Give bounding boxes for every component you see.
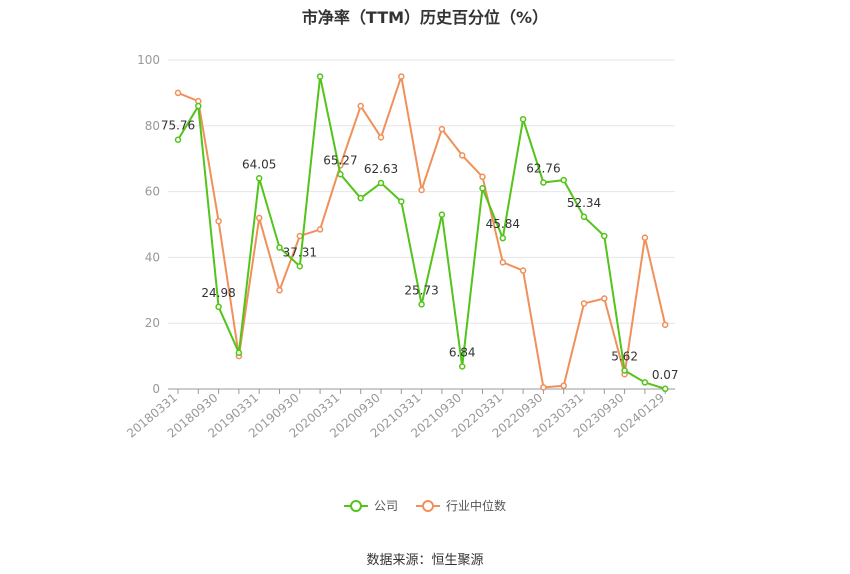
legend-label-company: 公司 (373, 499, 398, 513)
data-point (519, 267, 527, 274)
data-point (499, 259, 507, 266)
y-tick-label: 40 (145, 250, 160, 264)
data-label: 65.27 (323, 153, 357, 167)
data-label: 37.31 (283, 245, 317, 259)
data-point (661, 321, 669, 329)
data-point (479, 173, 486, 181)
legend-item-company[interactable]: 公司 (343, 497, 398, 514)
data-label: 62.63 (364, 162, 398, 176)
data-point (398, 198, 405, 205)
data-point (296, 232, 304, 240)
data-point (641, 379, 649, 386)
data-label: 75.76 (161, 119, 195, 133)
data-point (540, 179, 547, 186)
data-label: 24.98 (201, 286, 235, 300)
legend-item-industry-median[interactable]: 行业中位数 (416, 497, 506, 514)
legend-swatch-company (343, 499, 368, 513)
data-point (438, 125, 446, 133)
series-group: 75.76 24.98 64.05 37.31 65.27 62.63 25.73 6.84 4… (161, 73, 679, 393)
data-point (418, 301, 425, 308)
y-tick-label: 100 (137, 53, 160, 67)
data-point (560, 382, 567, 389)
y-tick-label: 80 (145, 119, 160, 133)
chart-title: 市净率（TTM）历史百分位（%） (301, 8, 549, 27)
data-point (601, 295, 608, 302)
data-point (519, 115, 527, 123)
data-point (438, 211, 446, 218)
data-point (316, 73, 324, 80)
data-point (621, 367, 628, 374)
data-point (316, 226, 324, 233)
axes: 0204060801002018033120180930201903312019… (124, 53, 675, 441)
data-point (601, 232, 608, 240)
data-source: 数据来源：恒生聚源 (366, 553, 484, 568)
data-point (337, 171, 344, 178)
y-tick-label: 0 (152, 382, 160, 396)
legend-swatch-industry-median (416, 499, 440, 513)
data-label: 0.07 (652, 368, 679, 382)
data-point (458, 152, 466, 159)
y-tick-label: 60 (145, 185, 160, 199)
legend-label-industry-median: 行业中位数 (446, 499, 507, 513)
data-label: 52.34 (567, 196, 601, 210)
series-industry-median (174, 73, 669, 391)
data-point (458, 363, 466, 370)
series-line (177, 75, 666, 390)
series-line (177, 75, 667, 389)
data-point (357, 102, 364, 110)
data-point (398, 73, 405, 80)
y-tick-label: 20 (145, 316, 160, 330)
data-point (580, 300, 588, 307)
data-point (195, 102, 202, 110)
data-point (479, 185, 486, 192)
data-point (235, 349, 243, 357)
data-point (215, 303, 222, 311)
data-point (276, 244, 283, 251)
series-company (174, 73, 669, 393)
data-point (499, 234, 507, 242)
data-point (215, 217, 222, 225)
data-point (276, 287, 283, 294)
data-point (641, 234, 649, 241)
data-point (174, 89, 182, 97)
data-label: 45.84 (486, 217, 520, 231)
data-point (357, 194, 364, 202)
data-label: 62.76 (526, 162, 560, 176)
data-point (255, 214, 263, 222)
data-point (296, 263, 304, 270)
data-label: 6.84 (449, 345, 476, 359)
data-point (540, 384, 547, 391)
data-label: 5.62 (611, 350, 638, 364)
data-point (377, 134, 385, 141)
data-point (174, 136, 182, 143)
data-point (580, 213, 588, 221)
data-point (255, 175, 263, 182)
data-point (377, 179, 385, 187)
legend: 公司 行业中位数 (0, 497, 850, 514)
data-point (661, 385, 669, 393)
data-label: 64.05 (242, 157, 276, 171)
data-label: 25.73 (404, 283, 438, 297)
data-point (418, 186, 425, 194)
data-point (560, 176, 567, 184)
